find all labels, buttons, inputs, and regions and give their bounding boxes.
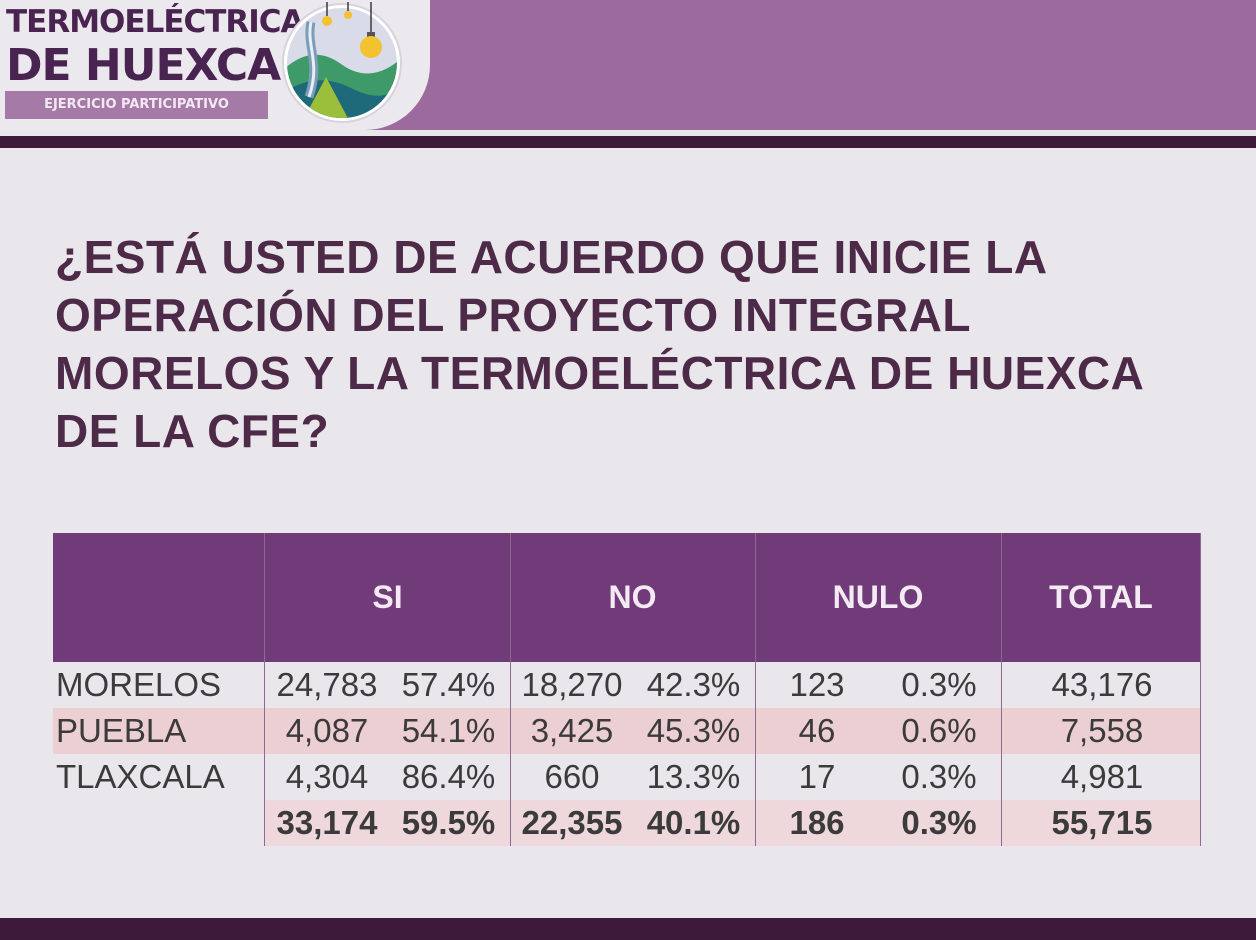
logo-tagline: EJERCICIO PARTICIPATIVO — [5, 91, 268, 119]
si-percent: 54.1% — [401, 712, 496, 749]
region-label: MORELOS — [56, 666, 222, 703]
si-count: 24,783 — [276, 666, 378, 703]
no-count: 18,270 — [521, 666, 623, 703]
si-count: 4,087 — [285, 712, 369, 749]
nulo-percent: 0.3% — [901, 758, 977, 795]
nulo-count: 46 — [798, 712, 836, 749]
si-count: 4,304 — [285, 758, 369, 795]
no-percent: 42.3% — [646, 666, 741, 703]
grand-total: 55,715 — [1051, 804, 1153, 841]
table-row: MORELOS 24,783 57.4% 18,270 42.3% 123 0.… — [53, 662, 1201, 708]
column-divider — [755, 533, 756, 846]
footer-bar — [0, 918, 1256, 940]
nulo-percent-total: 0.3% — [901, 804, 977, 841]
row-total: 4,981 — [1060, 758, 1144, 795]
header-no: NO — [608, 579, 657, 615]
si-percent: 57.4% — [401, 666, 496, 703]
logo-title-line2: DE HUEXCA — [6, 40, 281, 91]
landscape-lightbulbs-icon — [282, 2, 402, 123]
logo-title-line1: TERMOELÉCTRICA — [6, 4, 305, 40]
si-count-total: 33,174 — [276, 804, 378, 841]
no-percent-total: 40.1% — [646, 804, 741, 841]
nulo-count-total: 186 — [789, 804, 845, 841]
header-divider — [0, 136, 1256, 148]
si-percent-total: 59.5% — [401, 804, 496, 841]
question-title: ¿ESTÁ USTED DE ACUERDO QUE INICIE LA OPE… — [55, 231, 1143, 457]
region-label: TLAXCALA — [56, 758, 225, 795]
header-si: SI — [372, 579, 403, 615]
row-total: 43,176 — [1051, 666, 1153, 703]
row-total: 7,558 — [1060, 712, 1144, 749]
totals-label-blank — [53, 800, 265, 846]
region-label: PUEBLA — [56, 712, 187, 749]
header-total: TOTAL — [1049, 579, 1153, 615]
nulo-count: 123 — [789, 666, 845, 703]
column-divider — [510, 533, 511, 846]
si-percent: 86.4% — [401, 758, 496, 795]
table-header — [53, 533, 1201, 662]
no-percent: 13.3% — [646, 758, 741, 795]
no-percent: 45.3% — [646, 712, 741, 749]
nulo-count: 17 — [798, 758, 836, 795]
nulo-percent: 0.6% — [901, 712, 977, 749]
column-divider — [1200, 533, 1201, 846]
header-nulo: NULO — [832, 579, 924, 615]
no-count-total: 22,355 — [521, 804, 623, 841]
table-row: PUEBLA 4,087 54.1% 3,425 45.3% 46 0.6% 7… — [53, 708, 1201, 754]
nulo-percent: 0.3% — [901, 666, 977, 703]
table-row: TLAXCALA 4,304 86.4% 660 13.3% 17 0.3% 4… — [53, 754, 1201, 800]
column-divider — [264, 533, 265, 846]
no-count: 3,425 — [530, 712, 614, 749]
column-divider — [1001, 533, 1002, 846]
no-count: 660 — [544, 758, 600, 795]
